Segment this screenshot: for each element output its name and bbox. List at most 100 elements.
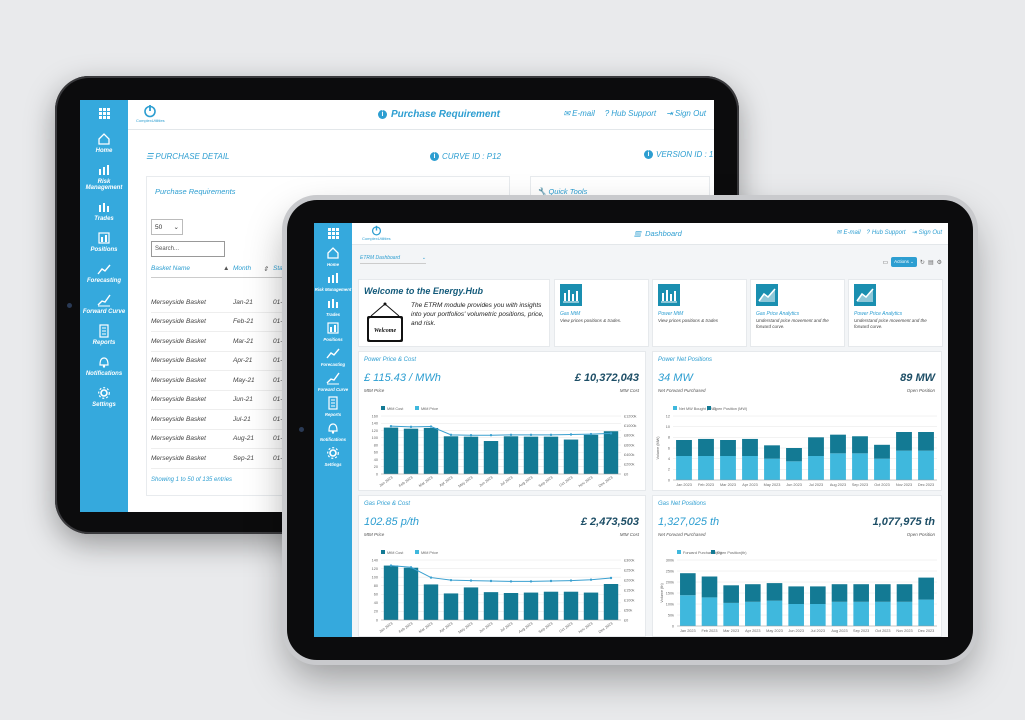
bar-segment[interactable] xyxy=(786,461,802,480)
bar-segment[interactable] xyxy=(896,584,913,602)
line-point[interactable] xyxy=(409,566,413,569)
bar[interactable] xyxy=(583,592,599,620)
bar-segment[interactable] xyxy=(852,453,868,480)
bar-segment[interactable] xyxy=(852,436,868,454)
bar[interactable] xyxy=(503,593,519,620)
sidebar-item-settings[interactable]: Settings xyxy=(314,447,352,467)
bar[interactable] xyxy=(423,427,439,474)
bar-segment[interactable] xyxy=(766,600,783,626)
bar[interactable] xyxy=(423,584,439,620)
line-point[interactable] xyxy=(569,433,573,436)
search-input[interactable]: Search... xyxy=(151,241,225,257)
line-point[interactable] xyxy=(529,433,533,437)
sidebar-item-forward-curve[interactable]: Forward Curve xyxy=(80,294,128,315)
nav-tile-power-mtm[interactable]: Power MtM View prices positions & trades xyxy=(652,279,747,347)
apps-grid-icon[interactable] xyxy=(80,108,128,119)
bar-segment[interactable] xyxy=(853,601,869,626)
bar[interactable] xyxy=(523,592,539,620)
bar[interactable] xyxy=(463,436,479,474)
bar-segment[interactable] xyxy=(766,583,783,601)
line-point[interactable] xyxy=(509,433,513,437)
bar-segment[interactable] xyxy=(676,456,692,480)
line-point[interactable] xyxy=(569,579,573,582)
bar-segment[interactable] xyxy=(808,437,824,456)
sidebar-item-trades[interactable]: Trades xyxy=(80,201,128,222)
line-point[interactable] xyxy=(609,432,613,435)
bar-segment[interactable] xyxy=(786,448,802,462)
line-point[interactable] xyxy=(429,425,433,428)
sidebar-item-reports[interactable]: Reports xyxy=(314,396,352,417)
line-point[interactable] xyxy=(389,564,393,567)
bar-segment[interactable] xyxy=(720,456,736,480)
sidebar-item-notifications[interactable]: Notifications xyxy=(80,356,128,377)
bar[interactable] xyxy=(563,591,579,620)
line-point[interactable] xyxy=(469,434,473,437)
bar[interactable] xyxy=(443,436,459,474)
bar-segment[interactable] xyxy=(874,458,890,480)
bar-segment[interactable] xyxy=(676,440,692,456)
bar-segment[interactable] xyxy=(918,599,934,626)
line-point[interactable] xyxy=(389,424,393,428)
bar-segment[interactable] xyxy=(830,453,846,480)
col-month[interactable]: Month xyxy=(233,265,252,272)
nav-tile-power-price-analytics[interactable]: Power Price Analytics Understand price mo… xyxy=(848,279,943,347)
hub-support-link[interactable]: ? Hub Support xyxy=(604,109,657,118)
bar-segment[interactable] xyxy=(808,456,824,480)
bar-segment[interactable] xyxy=(723,602,739,626)
bar-segment[interactable] xyxy=(745,584,761,602)
sidebar-item-positions[interactable]: Positions xyxy=(80,232,128,253)
bar-segment[interactable] xyxy=(788,586,804,604)
bar-segment[interactable] xyxy=(918,450,934,480)
bar-segment[interactable] xyxy=(831,601,848,626)
bar[interactable] xyxy=(383,427,399,474)
bar[interactable] xyxy=(403,428,419,474)
bar-segment[interactable] xyxy=(896,432,912,451)
bar[interactable] xyxy=(603,431,619,474)
page-size-select[interactable]: 50 ⌄ xyxy=(151,219,183,235)
actions-button[interactable]: Actions ⌄ xyxy=(891,257,917,267)
settings-icon[interactable]: ⚙ xyxy=(936,259,942,266)
bar[interactable] xyxy=(483,441,499,474)
bar-segment[interactable] xyxy=(875,601,891,626)
bar-segment[interactable] xyxy=(764,445,780,459)
bar-segment[interactable] xyxy=(853,584,869,602)
sidebar-item-home[interactable]: Home xyxy=(80,133,128,154)
bar-segment[interactable] xyxy=(698,438,714,456)
line-point[interactable] xyxy=(489,434,493,437)
line-point[interactable] xyxy=(609,576,613,580)
apps-grid-icon[interactable] xyxy=(314,228,352,239)
bar-segment[interactable] xyxy=(810,604,826,626)
sidebar-item-trades[interactable]: Trades xyxy=(314,297,352,317)
bar[interactable] xyxy=(503,436,519,474)
bar[interactable] xyxy=(383,565,399,620)
line-point[interactable] xyxy=(409,425,413,429)
bar[interactable] xyxy=(543,436,559,474)
sidebar-item-forecasting[interactable]: Forecasting xyxy=(80,263,128,284)
bar-segment[interactable] xyxy=(680,595,696,626)
bar-segment[interactable] xyxy=(896,601,913,626)
sign-out-link[interactable]: ⇥ Sign Out xyxy=(911,229,942,237)
sidebar-item-notifications[interactable]: Notifications xyxy=(314,422,352,442)
line-point[interactable] xyxy=(549,579,553,583)
sidebar-item-risk-management[interactable]: Risk Management xyxy=(80,164,128,191)
line-point[interactable] xyxy=(449,578,453,582)
line-point[interactable] xyxy=(589,578,593,581)
sidebar-item-risk-management[interactable]: Risk Management xyxy=(314,272,352,292)
col-start-date[interactable]: Start Dat xyxy=(273,265,299,272)
bar-segment[interactable] xyxy=(875,584,891,602)
bar-segment[interactable] xyxy=(896,450,912,480)
sidebar-item-home[interactable]: Home xyxy=(314,247,352,267)
sign-out-link[interactable]: ⇥ Sign Out xyxy=(666,109,706,118)
nav-tile-gas-price-analytics[interactable]: Gas Price Analytics Understand price move… xyxy=(750,279,845,347)
hub-support-link[interactable]: ? Hub Support xyxy=(866,229,906,236)
email-link[interactable]: ✉ E-mail xyxy=(563,109,595,118)
sidebar-item-positions[interactable]: Positions xyxy=(314,322,352,342)
sidebar-item-forecasting[interactable]: Forecasting xyxy=(314,347,352,367)
monitor-icon[interactable]: ▭ xyxy=(882,259,889,266)
line-point[interactable] xyxy=(429,576,433,579)
line-point[interactable] xyxy=(529,580,533,583)
col-basket-name[interactable]: Basket Name xyxy=(151,265,191,272)
bar[interactable] xyxy=(463,587,479,620)
dashboard-select[interactable]: ETRM Dashboard ⌄ xyxy=(360,255,426,264)
download-icon[interactable]: ▤ xyxy=(927,259,934,266)
